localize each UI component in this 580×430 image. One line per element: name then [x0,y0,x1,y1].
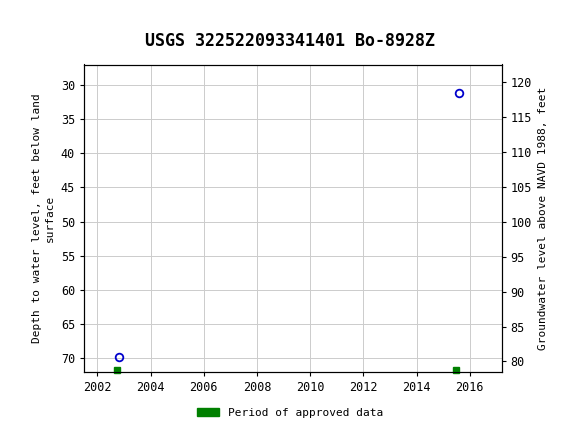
Text: USGS 322522093341401 Bo-8928Z: USGS 322522093341401 Bo-8928Z [145,32,435,50]
Y-axis label: Groundwater level above NAVD 1988, feet: Groundwater level above NAVD 1988, feet [538,86,548,350]
Text: ≡USGS: ≡USGS [10,9,81,27]
Y-axis label: Depth to water level, feet below land
surface: Depth to water level, feet below land su… [32,93,55,343]
Legend: Period of approved data: Period of approved data [193,403,387,422]
